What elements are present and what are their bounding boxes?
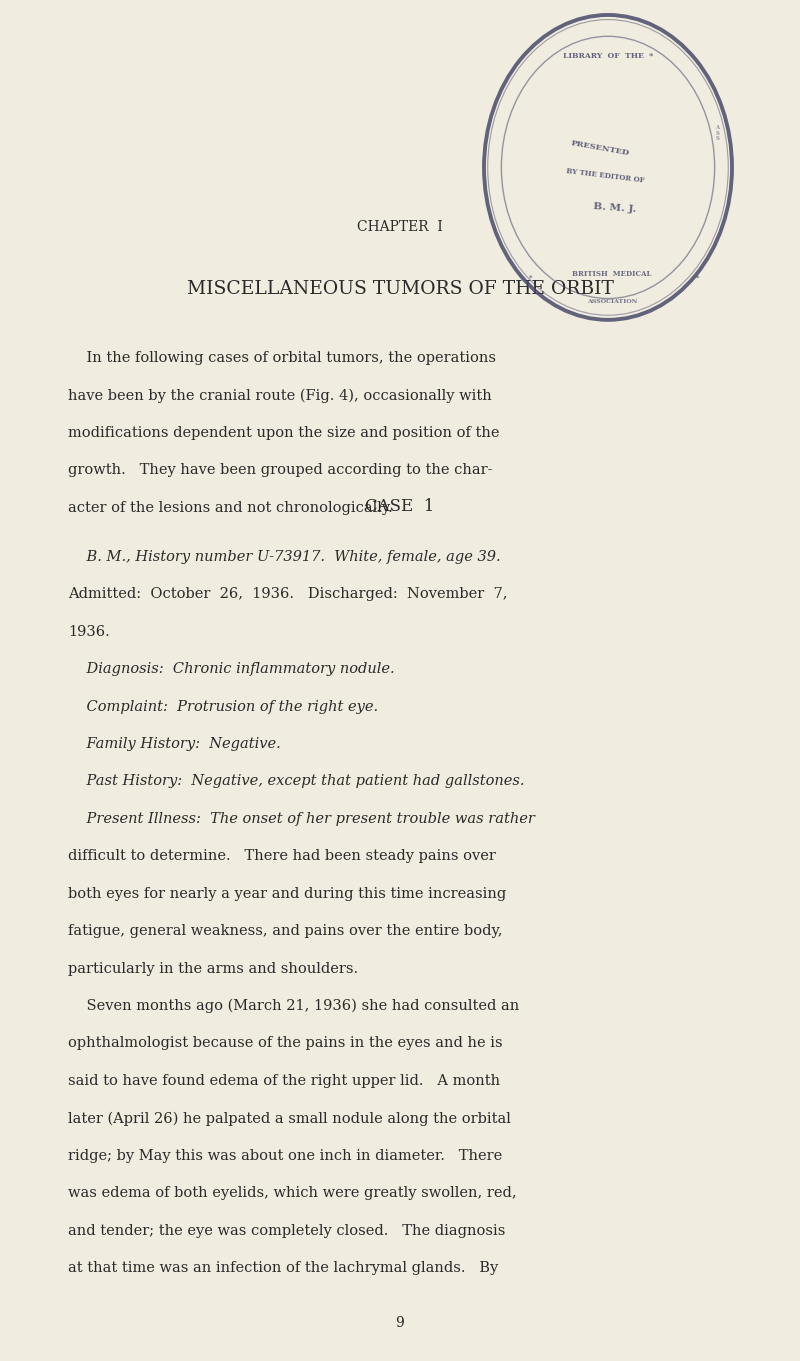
Text: BY THE EDITOR OF: BY THE EDITOR OF (566, 167, 645, 184)
Text: was edema of both eyelids, which were greatly swollen, red,: was edema of both eyelids, which were gr… (68, 1185, 517, 1200)
Text: CHAPTER  I: CHAPTER I (357, 220, 443, 234)
Text: 1936.: 1936. (68, 625, 110, 638)
Text: Seven months ago (March 21, 1936) she had consulted an: Seven months ago (March 21, 1936) she ha… (68, 999, 519, 1014)
Text: later (April 26) he palpated a small nodule along the orbital: later (April 26) he palpated a small nod… (68, 1111, 511, 1126)
Text: In the following cases of orbital tumors, the operations: In the following cases of orbital tumors… (68, 351, 496, 365)
Text: ridge; by May this was about one inch in diameter.   There: ridge; by May this was about one inch in… (68, 1149, 502, 1162)
Text: Diagnosis:  Chronic inflammatory nodule.: Diagnosis: Chronic inflammatory nodule. (68, 663, 394, 676)
Text: have been by the cranial route (Fig. 4), occasionally with: have been by the cranial route (Fig. 4),… (68, 389, 492, 403)
Text: PRESENTED: PRESENTED (570, 139, 630, 158)
Text: said to have found edema of the right upper lid.   A month: said to have found edema of the right up… (68, 1074, 500, 1087)
Text: Complaint:  Protrusion of the right eye.: Complaint: Protrusion of the right eye. (68, 700, 378, 713)
Text: Family History:  Negative.: Family History: Negative. (68, 736, 281, 751)
Text: B. M., History number U-73917.  White, female, age 39.: B. M., History number U-73917. White, fe… (68, 550, 501, 563)
Text: Admitted:  October  26,  1936.   Discharged:  November  7,: Admitted: October 26, 1936. Discharged: … (68, 588, 507, 602)
Text: LIBRARY  OF  THE  *: LIBRARY OF THE * (563, 52, 653, 60)
Text: ASSOCIATION: ASSOCIATION (587, 299, 637, 304)
Text: both eyes for nearly a year and during this time increasing: both eyes for nearly a year and during t… (68, 887, 506, 901)
Text: and tender; the eye was completely closed.   The diagnosis: and tender; the eye was completely close… (68, 1224, 506, 1237)
Text: BRITISH  MEDICAL: BRITISH MEDICAL (572, 269, 652, 278)
Text: *: * (530, 274, 533, 282)
Text: particularly in the arms and shoulders.: particularly in the arms and shoulders. (68, 961, 358, 976)
Text: at that time was an infection of the lachrymal glands.   By: at that time was an infection of the lac… (68, 1260, 498, 1275)
Text: 9: 9 (396, 1316, 404, 1330)
Text: MISCELLANEOUS TUMORS OF THE ORBIT: MISCELLANEOUS TUMORS OF THE ORBIT (186, 279, 614, 298)
Text: fatigue, general weakness, and pains over the entire body,: fatigue, general weakness, and pains ove… (68, 924, 502, 938)
Text: CASE  1: CASE 1 (366, 498, 434, 514)
Text: modifications dependent upon the size and position of the: modifications dependent upon the size an… (68, 426, 499, 440)
Text: A
S
S: A S S (715, 125, 719, 142)
Text: Present Illness:  The onset of her present trouble was rather: Present Illness: The onset of her presen… (68, 811, 535, 826)
Text: B. M. J.: B. M. J. (593, 203, 636, 214)
Text: *: * (695, 274, 699, 282)
Text: acter of the lesions and not chronologically.: acter of the lesions and not chronologic… (68, 501, 393, 514)
Text: growth.   They have been grouped according to the char-: growth. They have been grouped according… (68, 464, 493, 478)
Text: Past History:  Negative, except that patient had gallstones.: Past History: Negative, except that pati… (68, 774, 525, 788)
Text: difficult to determine.   There had been steady pains over: difficult to determine. There had been s… (68, 849, 496, 863)
Text: ophthalmologist because of the pains in the eyes and he is: ophthalmologist because of the pains in … (68, 1037, 502, 1051)
